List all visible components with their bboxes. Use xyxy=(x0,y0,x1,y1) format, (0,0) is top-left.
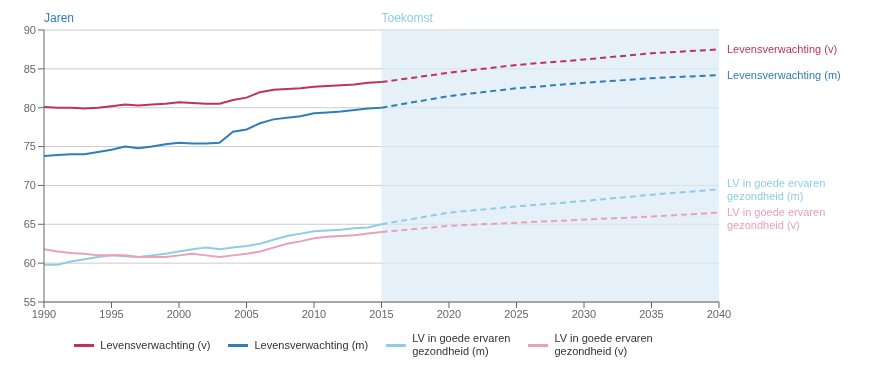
svg-text:75: 75 xyxy=(24,140,36,152)
svg-text:2025: 2025 xyxy=(504,308,528,320)
html-text:Levensverwachting (v): Levensverwachting (v) xyxy=(100,338,211,351)
svg-text:Jaren: Jaren xyxy=(44,11,74,25)
svg-text:90: 90 xyxy=(24,24,36,36)
svg-text:2000: 2000 xyxy=(167,308,191,320)
html-text:LV in goede ervaren gezondheid: LV in goede ervaren gezondheid (m) xyxy=(412,332,511,357)
svg-text:2035: 2035 xyxy=(639,308,663,320)
svg-text:60: 60 xyxy=(24,257,36,269)
svg-text:65: 65 xyxy=(24,218,36,230)
svg-text:80: 80 xyxy=(24,102,36,114)
svg-text:70: 70 xyxy=(24,179,36,191)
html-text:LV in goede ervaren gezondheid: LV in goede ervaren gezondheid (v) xyxy=(554,332,653,357)
svg-text:LV in goede ervarengezondheid: LV in goede ervarengezondheid (v) xyxy=(727,206,825,231)
svg-text:1995: 1995 xyxy=(99,308,123,320)
html-text:Levensverwachting (m): Levensverwachting (m) xyxy=(254,338,369,351)
svg-text:Toekomst: Toekomst xyxy=(382,11,434,25)
svg-text:2040: 2040 xyxy=(707,308,731,320)
svg-text:2005: 2005 xyxy=(234,308,258,320)
svg-text:55: 55 xyxy=(24,296,36,308)
svg-text:Levensverwachting (v): Levensverwachting (v) xyxy=(727,43,837,55)
svg-text:Levensverwachting (m): Levensverwachting (m) xyxy=(727,69,841,81)
svg-text:2010: 2010 xyxy=(302,308,326,320)
svg-text:1990: 1990 xyxy=(32,308,56,320)
svg-text:2030: 2030 xyxy=(572,308,596,320)
svg-text:2015: 2015 xyxy=(369,308,393,320)
svg-text:LV in goede ervarengezondheid: LV in goede ervarengezondheid (m) xyxy=(727,177,825,202)
svg-text:85: 85 xyxy=(24,63,36,75)
svg-text:2020: 2020 xyxy=(437,308,461,320)
